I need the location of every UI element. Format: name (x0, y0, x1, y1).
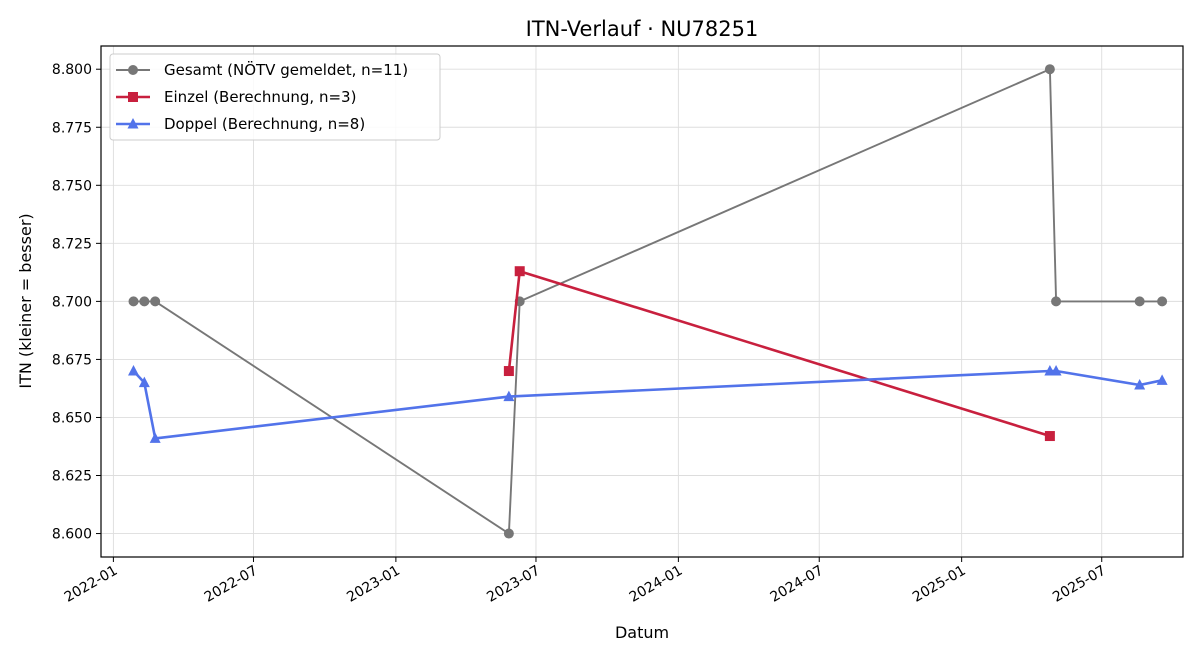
chart-title: ITN-Verlauf · NU78251 (526, 17, 759, 41)
legend: Gesamt (NÖTV gemeldet, n=11) Einzel (Bere… (109, 53, 441, 141)
data-point (1051, 296, 1062, 307)
y-tick-label: 8.725 (52, 236, 92, 252)
data-point (1044, 431, 1055, 442)
y-tick-label: 8.750 (52, 178, 92, 194)
y-tick-label: 8.600 (52, 527, 92, 543)
data-point (139, 296, 150, 307)
x-axis-title: Datum (615, 623, 669, 642)
series-circle (128, 64, 1168, 539)
y-tick-label: 8.675 (52, 352, 92, 368)
data-point (1134, 378, 1146, 390)
legend-label: Gesamt (NÖTV gemeldet, n=11) (164, 60, 408, 79)
data-point (503, 528, 514, 539)
data-point (1134, 296, 1145, 307)
y-tick-label: 8.800 (52, 62, 92, 78)
y-tick-label: 8.700 (52, 294, 92, 310)
legend-marker (128, 65, 138, 75)
legend-marker (128, 92, 138, 102)
data-point (1157, 296, 1168, 307)
data-point (128, 365, 140, 376)
data-point (1156, 374, 1168, 385)
series-layer (128, 64, 1168, 539)
legend-label: Doppel (Berechnung, n=8) (164, 115, 365, 133)
data-point (138, 376, 150, 388)
legend-box (109, 53, 441, 141)
y-tick-label: 8.650 (52, 410, 92, 426)
data-point (1050, 365, 1062, 376)
data-point (149, 432, 161, 443)
data-point (1044, 64, 1055, 75)
data-point (503, 390, 515, 402)
legend-marker (127, 118, 139, 129)
series-line (132, 369, 1163, 440)
legend-label: Einzel (Berechnung, n=3) (164, 88, 356, 106)
data-point (150, 296, 161, 307)
y-tick-label: 8.625 (52, 469, 92, 485)
data-point (514, 266, 525, 277)
y-tick-label: 8.775 (52, 120, 92, 136)
series-square (503, 266, 1055, 442)
data-point (128, 296, 139, 307)
series-triangle (128, 365, 1168, 443)
y-axis-title: ITN (kleiner = besser) (16, 213, 35, 388)
data-point (503, 366, 514, 377)
